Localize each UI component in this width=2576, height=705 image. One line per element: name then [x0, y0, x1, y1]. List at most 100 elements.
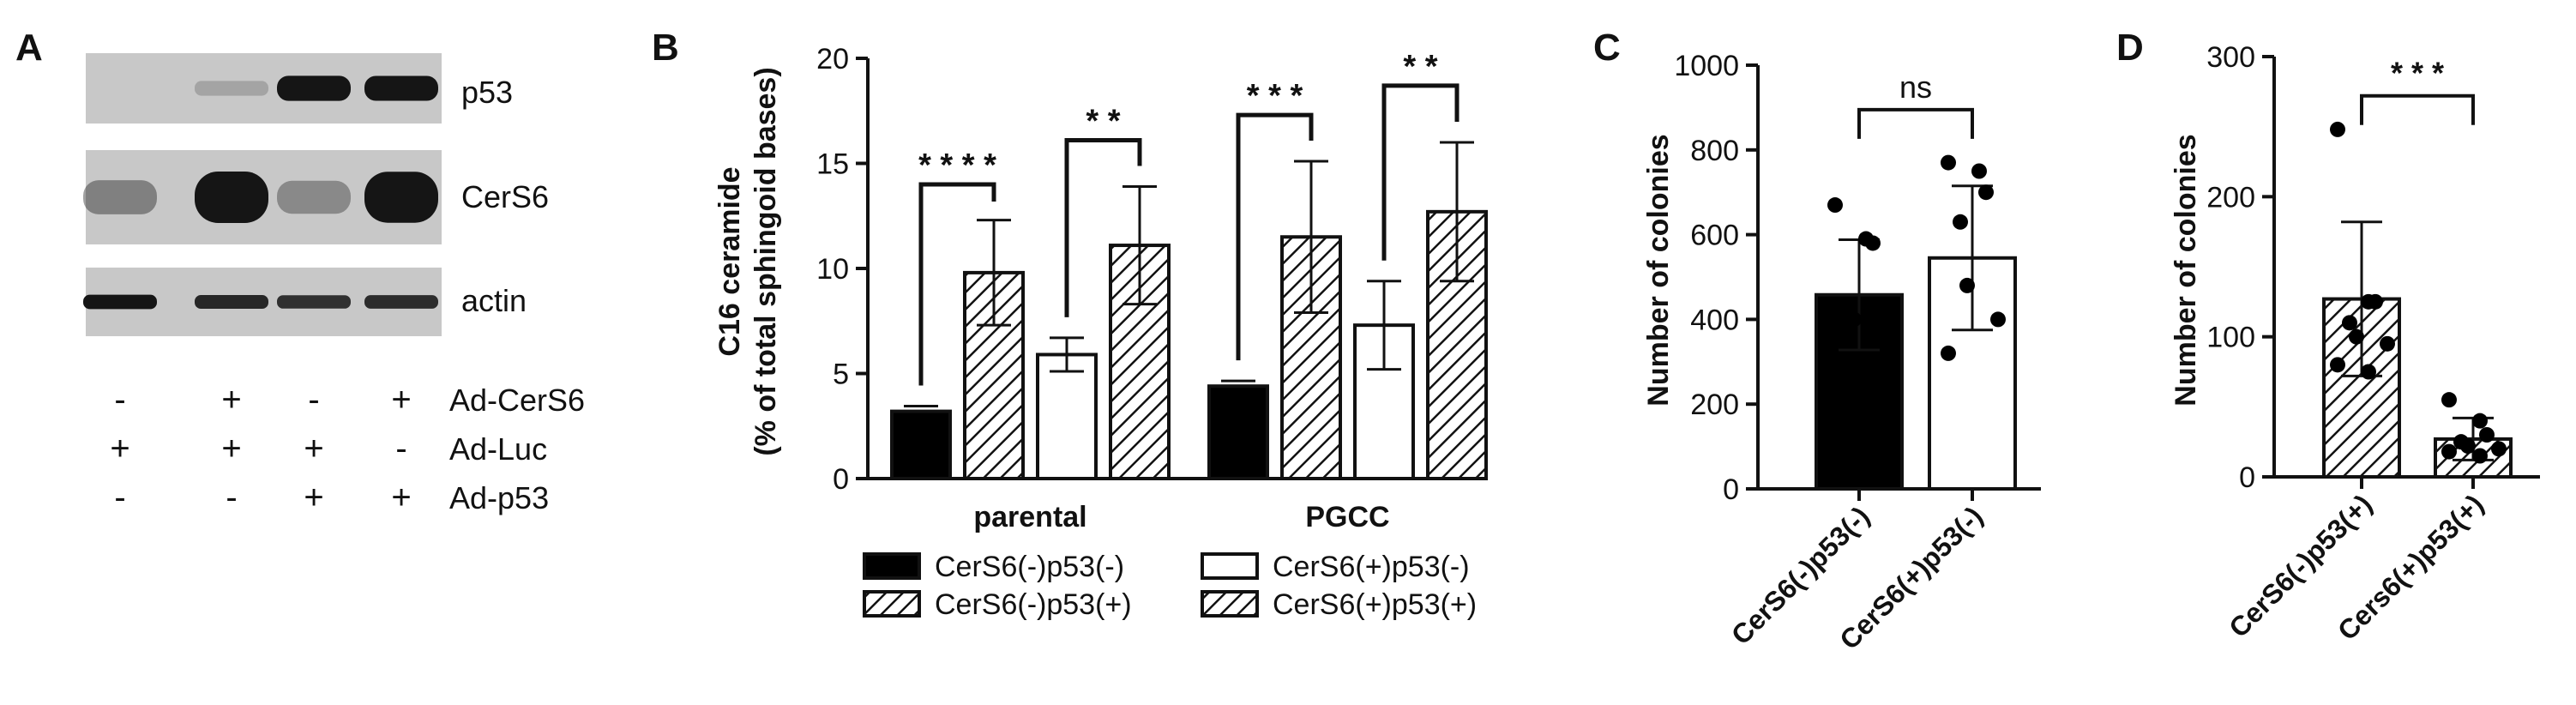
- chart-c-data-point: [1959, 277, 1975, 293]
- chart-d-data-point: [2441, 392, 2457, 408]
- chart-b-ytick-label: 10: [816, 253, 849, 286]
- band-p53-lane-4: [364, 75, 438, 101]
- chart-c-data-point: [1865, 235, 1881, 251]
- chart-b-significance-label: * *: [1086, 104, 1120, 140]
- chart-d-data-point: [2460, 438, 2476, 455]
- band-p53-lane-2: [195, 81, 268, 96]
- chart-c-ytick-label: 600: [1690, 220, 1739, 252]
- legend-swatch-cers6-p53: [1201, 590, 1259, 618]
- bar-parental-cers6-p53: [890, 409, 952, 481]
- chart-b-ytick-label: 5: [833, 359, 849, 391]
- bar-parental-cers6-p53: [1036, 352, 1098, 481]
- chart-d-data-point: [2380, 335, 2395, 352]
- chart-d-data-point: [2491, 441, 2507, 457]
- panel-label-c: C: [1593, 27, 1621, 69]
- chart-c-data-point: [1990, 311, 2006, 328]
- chart-c-data-point: [1978, 184, 1994, 201]
- chart-d-data-point: [2349, 328, 2364, 345]
- chart-c-ylabel: Number of colonies: [1642, 134, 1675, 406]
- sign-ad-p53-lane-2: -: [226, 479, 237, 516]
- treatment-label-ad-p53: Ad-p53: [449, 480, 549, 515]
- chart-d-data-point: [2342, 315, 2357, 331]
- treatment-label-ad-cers6: Ad-CerS6: [449, 383, 585, 418]
- chart-b-ytick-label: 15: [816, 148, 849, 181]
- chart-b-significance-bracket: [1381, 83, 1460, 261]
- panel-label-b: B: [652, 27, 679, 69]
- chart-c-ytick-label: 0: [1723, 473, 1739, 506]
- chart-d-ytick-label: 100: [2206, 322, 2255, 354]
- chart-d-significance-label: * * *: [2391, 56, 2444, 91]
- band-cers6-lane-4: [364, 172, 438, 223]
- chart-d-data-point: [2361, 364, 2376, 380]
- chart-c-ytick-label: 1000: [1674, 50, 1739, 82]
- chart-c-significance-bracket: [1857, 107, 1974, 139]
- band-actin-lane-2: [195, 295, 268, 309]
- chart-d-ylabel: Number of colonies: [2170, 134, 2202, 406]
- chart-c-bar-cers6-p53: [1928, 256, 2017, 491]
- chart-d-data-point: [2330, 121, 2345, 137]
- chart-b-category-label: parental: [973, 501, 1086, 533]
- chart-b-significance-label: * * * *: [918, 148, 996, 184]
- western-blot-panel: p53 CerS6 actin - + - + + + + - - - + + Ad-CerS6 Ad…: [83, 53, 585, 516]
- chart-b-ylabel-1: C16 ceramide: [713, 166, 746, 356]
- sign-ad-luc-lane-3: +: [304, 430, 323, 467]
- chart-d-data-point: [2479, 427, 2495, 443]
- sign-ad-luc-lane-4: -: [395, 430, 406, 467]
- band-label-cers6: CerS6: [461, 179, 549, 214]
- chart-c-data-point: [1971, 163, 1987, 179]
- chart-d-data-point: [2472, 413, 2488, 429]
- band-actin-lane-1: [83, 294, 157, 310]
- band-label-p53: p53: [461, 75, 513, 110]
- chart-d-ytick-label: 200: [2206, 181, 2255, 214]
- chart-b-significance-bracket: [1064, 138, 1142, 317]
- band-label-actin: actin: [461, 283, 527, 318]
- panel-label-a: A: [15, 27, 43, 69]
- chart-b: C16 ceramide (% of total sphingoid bases…: [713, 43, 1488, 621]
- legend-label-cers6-p53: CerS6(-)p53(-): [935, 551, 1124, 583]
- sign-ad-cers6-lane-1: -: [114, 381, 125, 419]
- chart-d-data-point: [2472, 448, 2488, 464]
- chart-b-significance-label: * *: [1403, 49, 1437, 85]
- legend-label-cers6-p53: CerS6(+)p53(+): [1273, 588, 1477, 621]
- chart-b-significance-bracket: [1236, 112, 1314, 361]
- sign-ad-cers6-lane-2: +: [221, 381, 241, 419]
- chart-b-ytick-label: 0: [833, 463, 849, 496]
- chart-c-ytick-label: 800: [1690, 135, 1739, 167]
- band-cers6-lane-3: [277, 180, 351, 214]
- chart-b-significance-bracket: [918, 182, 996, 386]
- sign-ad-p53-lane-3: +: [304, 479, 323, 516]
- treatment-label-ad-luc: Ad-Luc: [449, 431, 547, 467]
- sign-ad-p53-lane-1: -: [114, 479, 125, 516]
- chart-d-data-point: [2368, 293, 2383, 310]
- chart-d-ytick-label: 0: [2239, 461, 2255, 494]
- sign-ad-luc-lane-2: +: [221, 430, 241, 467]
- band-actin-lane-3: [277, 295, 351, 309]
- band-p53-lane-3: [277, 75, 351, 101]
- chart-d: Number of colonies 0100200300CerS6(-)p53…: [2170, 41, 2540, 646]
- legend-label-cers6-p53: CerS6(+)p53(-): [1273, 551, 1470, 583]
- bar-pgcc-cers6-p53: [1207, 384, 1269, 481]
- chart-c-ytick-label: 400: [1690, 304, 1739, 336]
- band-cers6-lane-2: [195, 172, 268, 223]
- chart-c-data-point: [1941, 154, 1956, 171]
- sign-ad-cers6-lane-4: +: [391, 381, 411, 419]
- panel-label-d: D: [2116, 27, 2144, 69]
- band-cers6-lane-1: [83, 180, 157, 214]
- legend-swatch-cers6-p53: [1201, 552, 1259, 580]
- chart-c-significance-label: ns: [1899, 69, 1932, 105]
- chart-c-data-point: [1941, 345, 1956, 361]
- chart-b-significance-label: * * *: [1247, 78, 1303, 114]
- legend-swatch-cers6-p53: [863, 552, 921, 580]
- sign-ad-cers6-lane-3: -: [308, 381, 319, 419]
- sign-ad-luc-lane-1: +: [110, 430, 129, 467]
- legend-label-cers6-p53: CerS6(-)p53(+): [935, 588, 1132, 621]
- chart-d-ytick-label: 300: [2206, 41, 2255, 74]
- band-actin-lane-4: [364, 295, 438, 309]
- chart-b-ytick-label: 20: [816, 43, 849, 75]
- chart-c-data-point: [1953, 214, 1968, 230]
- chart-c-ytick-label: 200: [1690, 389, 1739, 421]
- chart-d-significance-bracket: [2360, 93, 2475, 125]
- chart-c: Number of colonies 02004006008001000CerS…: [1642, 50, 2041, 655]
- chart-d-data-point: [2330, 357, 2345, 373]
